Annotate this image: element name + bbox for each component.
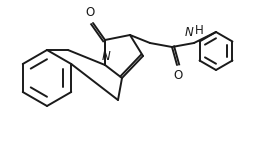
- Text: N: N: [102, 50, 110, 63]
- Text: O: O: [173, 69, 183, 82]
- Text: N: N: [184, 26, 193, 39]
- Text: O: O: [85, 6, 95, 19]
- Text: H: H: [195, 24, 204, 37]
